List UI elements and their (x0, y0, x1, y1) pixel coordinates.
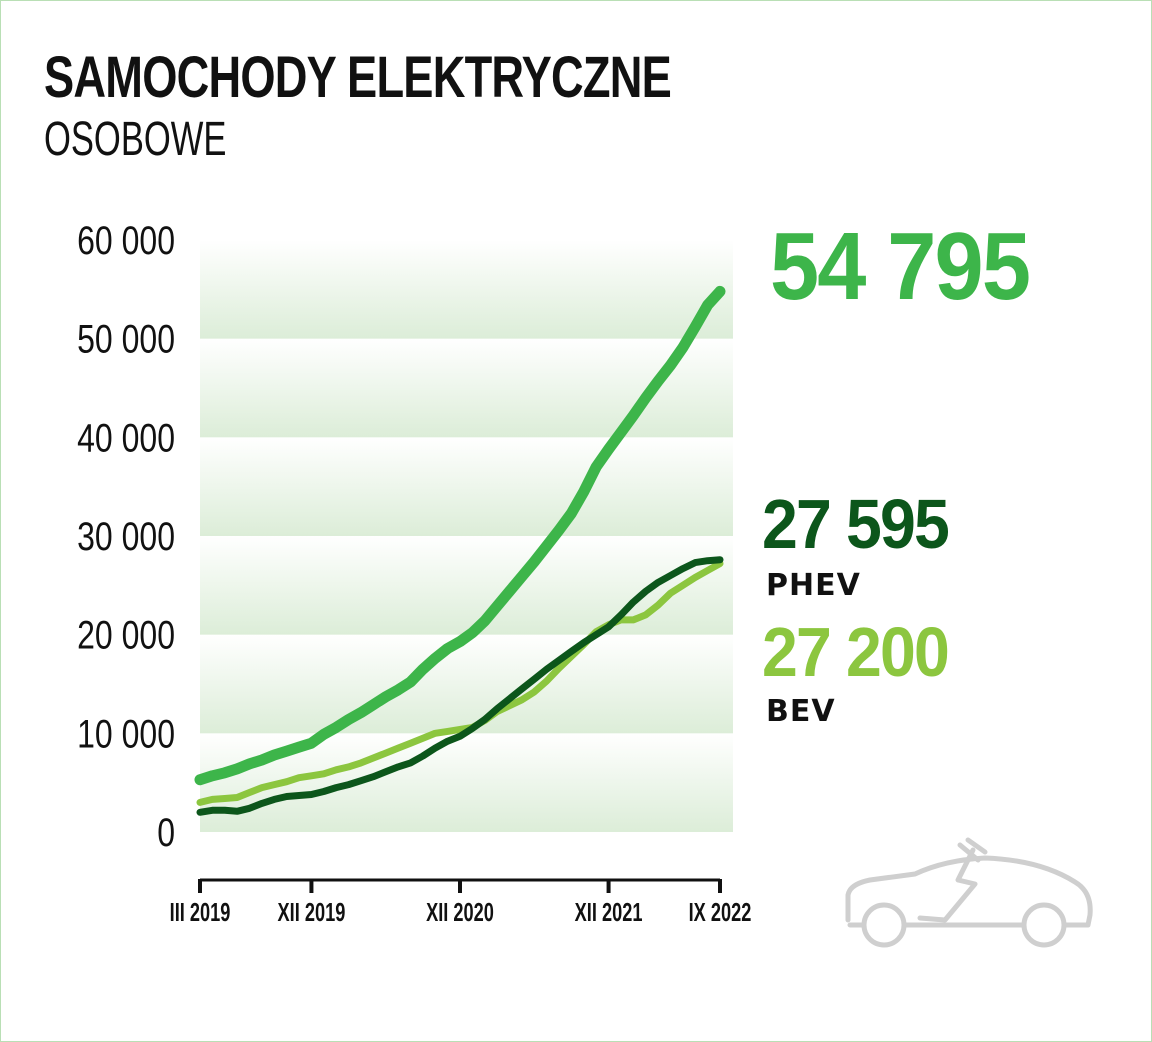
y-tick-label: 30 000 (77, 514, 175, 559)
x-tick-label: III 2019 (170, 898, 231, 927)
y-tick-label: 40 000 (77, 415, 175, 460)
x-tick-label: XII 2020 (426, 898, 494, 927)
x-tick-label: XII 2019 (278, 898, 346, 927)
chart-subtitle: OSOBOWE (44, 113, 227, 166)
electric-car-icon (845, 837, 1093, 948)
grid-band (200, 240, 733, 339)
y-tick-label: 50 000 (77, 316, 175, 361)
x-tick-label: XII 2021 (575, 898, 643, 927)
grid-band (200, 634, 733, 734)
series-line-phev (196, 556, 724, 816)
phev-value: 27 595 (762, 485, 950, 563)
y-tick-label: 60 000 (77, 218, 175, 263)
series-line-bev (196, 560, 724, 806)
total-value: 54 795 (770, 213, 1031, 320)
series-line-total (194, 285, 726, 786)
phev-label: PHEV (766, 568, 861, 603)
y-tick-label: 10 000 (77, 711, 175, 756)
bev-value: 27 200 (762, 613, 950, 691)
bev-label: BEV (766, 694, 836, 729)
grid-band (200, 437, 733, 536)
y-tick-label: 0 (157, 810, 175, 855)
chart-title: SAMOCHODY ELEKTRYCZNE (44, 45, 672, 110)
x-tick-label: IX 2022 (689, 898, 752, 927)
grid-band (200, 338, 733, 438)
y-tick-label: 20 000 (77, 612, 175, 657)
